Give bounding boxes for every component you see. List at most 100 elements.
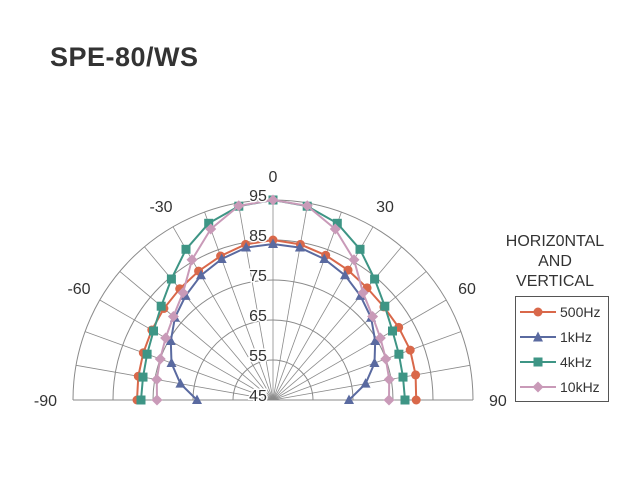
data-point-4khz-80: [398, 372, 408, 382]
data-point-10khz-90: [383, 394, 395, 406]
radial-tick-label-75: 75: [249, 268, 267, 285]
angle-tick-label-90: 90: [489, 393, 507, 410]
legend-label-500hz: 500Hz: [560, 304, 601, 320]
data-point-10khz-80: [383, 374, 395, 386]
polar-grid: [72, 199, 474, 401]
data-point-10khz-40: [357, 287, 369, 299]
data-point-4khz--50: [156, 301, 166, 311]
data-point-1khz--70: [166, 357, 177, 368]
angle-tick-label-0: 0: [269, 169, 278, 186]
data-point-4khz-40: [370, 274, 380, 284]
data-point-10khz-70: [380, 353, 392, 365]
grid-spoke: [204, 211, 274, 401]
grid-spoke: [272, 331, 462, 401]
data-point-1khz-60: [370, 335, 381, 345]
radial-tick-label-65: 65: [249, 308, 267, 325]
data-point-4khz-20: [332, 218, 342, 228]
data-point-4khz--80: [138, 372, 148, 382]
data-point-10khz--80: [151, 374, 163, 386]
data-point-500hz-70: [405, 345, 415, 355]
legend-title-line-2: AND: [538, 253, 572, 270]
data-point-10khz-30: [348, 254, 360, 266]
legend-item-4khz: 4kHz: [516, 351, 610, 373]
data-point-1khz--20: [216, 253, 227, 264]
data-point-4khz-90: [400, 395, 410, 405]
grid-spoke: [272, 299, 447, 401]
radial-tick-labels: 45 55 65 75 85 95: [248, 187, 269, 407]
radial-tick-label-45: 45: [249, 388, 267, 405]
grid-spoke: [172, 226, 274, 401]
data-point-10khz-0: [267, 194, 279, 206]
grid-spoke: [272, 271, 427, 401]
data-point-4khz--90: [136, 395, 146, 405]
data-point-4khz--40: [166, 274, 176, 284]
chart-title: SPE-80/WS: [50, 42, 199, 72]
grid-spoke: [272, 211, 342, 401]
data-point-10khz--20: [205, 223, 217, 235]
legend-title: HORIZ0NTAL AND VERTICAL: [492, 232, 618, 292]
grid-spoke: [272, 202, 309, 401]
grid-spoke: [75, 364, 274, 401]
radial-tick-label-55: 55: [249, 348, 267, 365]
series-layer: [132, 194, 421, 406]
legend-label-10khz: 10kHz: [560, 379, 600, 395]
data-point-1khz-10: [294, 242, 305, 252]
data-point-10khz--90: [151, 394, 163, 406]
data-point-4khz-70: [394, 349, 404, 359]
data-point-10khz-60: [374, 332, 386, 344]
data-point-4khz--20: [204, 218, 214, 228]
radial-tick-label-95: 95: [249, 188, 267, 205]
grid-spoke: [272, 364, 471, 401]
data-point-1khz-70: [369, 357, 380, 368]
legend-label-4khz: 4kHz: [560, 354, 592, 370]
data-point-10khz--30: [186, 254, 198, 266]
data-point-10khz-10: [301, 200, 313, 212]
angle-tick-label-30: 30: [376, 199, 394, 216]
angle-tick-label-60: 60: [458, 281, 476, 298]
data-point-1khz--60: [165, 335, 176, 345]
legend-title-line-3: VERTICAL: [516, 273, 594, 290]
angle-tick-label--30: -30: [149, 199, 172, 216]
legend-title-line-1: HORIZ0NTAL: [505, 233, 605, 250]
data-point-1khz-80: [360, 378, 371, 388]
data-point-4khz-50: [380, 301, 390, 311]
grid-spoke: [144, 246, 274, 401]
angle-tick-label--60: -60: [67, 281, 90, 298]
data-point-1khz--10: [241, 242, 252, 252]
data-point-10khz--10: [233, 200, 245, 212]
legend-item-1khz: 1kHz: [516, 326, 610, 348]
data-point-10khz--70: [154, 353, 166, 365]
radial-tick-label-85: 85: [249, 228, 267, 245]
angle-tick-labels: 0 -30 30 -60 60 -90 90: [34, 169, 507, 410]
grid-spoke: [84, 331, 274, 401]
legend: 500Hz 1kHz 4kHz 10kHz: [515, 296, 609, 402]
data-point-4khz--70: [142, 349, 152, 359]
data-point-10khz-50: [367, 310, 379, 322]
data-point-1khz-0: [268, 238, 278, 248]
data-point-4khz-30: [355, 244, 365, 254]
grid-spoke: [237, 202, 274, 401]
data-point-1khz-90: [344, 394, 354, 404]
data-point-500hz-80: [411, 370, 421, 380]
angle-tick-label--90: -90: [34, 393, 57, 410]
data-point-1khz--80: [175, 378, 186, 388]
grid-spoke: [272, 246, 402, 401]
data-point-1khz--90: [192, 394, 202, 404]
data-point-10khz--60: [160, 332, 172, 344]
grid-spoke: [272, 226, 374, 401]
data-point-10khz-20: [329, 223, 341, 235]
data-point-4khz--30: [181, 244, 191, 254]
data-point-10khz--50: [167, 310, 179, 322]
data-point-1khz--30: [196, 269, 206, 280]
data-point-4khz-60: [388, 326, 397, 336]
data-point-500hz-90: [411, 395, 421, 405]
grid-spoke: [119, 271, 274, 401]
data-point-1khz-20: [319, 253, 330, 264]
legend-item-500hz: 500Hz: [516, 301, 610, 323]
data-point-10khz--40: [177, 287, 189, 299]
data-point-1khz-30: [340, 269, 350, 280]
grid-spoke: [99, 299, 274, 401]
legend-label-1khz: 1kHz: [560, 329, 592, 345]
legend-item-10khz: 10kHz: [516, 376, 610, 398]
